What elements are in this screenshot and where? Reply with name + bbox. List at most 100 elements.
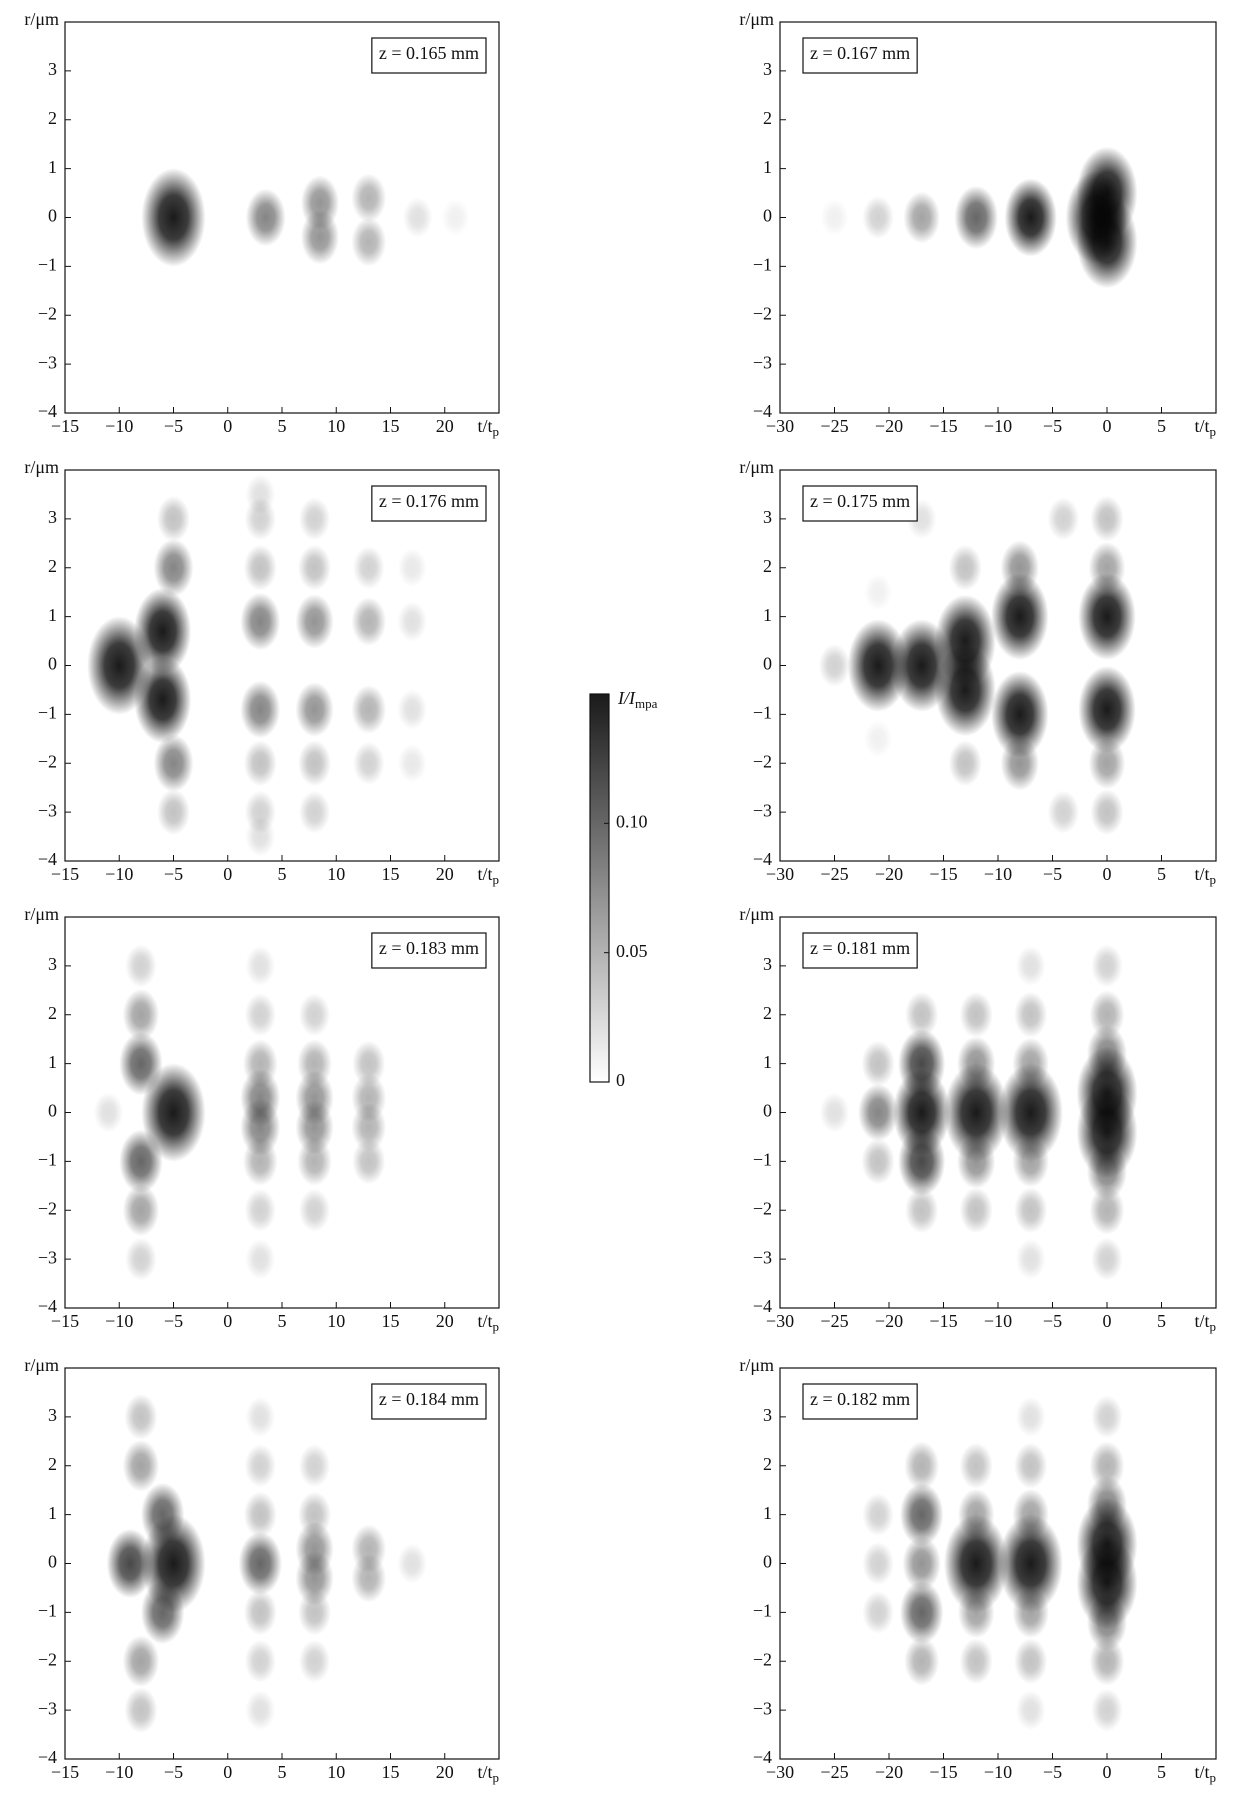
panel: −15−10−505101520−4−3−2−10123r/μmt/tpz = …: [24, 1355, 499, 1785]
x-tick-label: −20: [875, 864, 903, 884]
x-axis-label-sub: p: [493, 424, 500, 439]
intensity-spot: [123, 989, 159, 1041]
y-tick-label: 2: [763, 556, 772, 576]
x-axis-label-sub: p: [1210, 1770, 1217, 1785]
y-axis-label: r/μm: [24, 904, 59, 924]
intensity-spot: [442, 199, 470, 236]
y-tick-label: −4: [753, 1296, 772, 1316]
x-tick-label: 5: [1157, 864, 1166, 884]
y-axis-label: r/μm: [24, 457, 59, 477]
intensity-spot: [957, 1134, 995, 1189]
x-axis-label-sub: p: [493, 1770, 500, 1785]
intensity-spot: [123, 1184, 159, 1236]
y-tick-label: −2: [753, 1649, 772, 1669]
x-tick-label: −10: [984, 416, 1012, 436]
x-tick-label: −10: [984, 864, 1012, 884]
x-tick-label: −5: [164, 1762, 183, 1782]
intensity-spot: [903, 192, 940, 244]
intensity-spot: [858, 1084, 898, 1142]
intensity-spot: [244, 1589, 277, 1635]
heatmap: [819, 496, 1136, 835]
y-tick-label: −4: [38, 849, 57, 869]
intensity-spot: [297, 1137, 332, 1186]
intensity-spot: [246, 189, 286, 247]
y-axis-label: r/μm: [739, 9, 774, 29]
x-tick-label: −5: [1043, 1311, 1062, 1331]
x-tick-label: −5: [164, 864, 183, 884]
intensity-spot: [905, 992, 938, 1038]
x-tick-label: −10: [105, 416, 133, 436]
y-tick-label: −2: [38, 1198, 57, 1218]
intensity-spot: [1005, 178, 1057, 256]
y-tick-label: −4: [753, 849, 772, 869]
x-tick-label: 5: [1157, 1311, 1166, 1331]
panel: −30−25−20−15−10−505−4−3−2−10123r/μmt/tpz…: [739, 9, 1216, 439]
intensity-spot: [352, 1138, 385, 1184]
x-tick-label: 15: [382, 864, 400, 884]
intensity-spot: [1090, 496, 1123, 542]
intensity-spot: [397, 689, 427, 729]
x-tick-label: −25: [820, 1311, 848, 1331]
x-axis-label-sub: p: [493, 872, 500, 887]
x-tick-label: 5: [1157, 416, 1166, 436]
y-tick-label: 3: [48, 954, 57, 974]
intensity-spot: [1089, 737, 1126, 789]
y-tick-label: 3: [48, 1405, 57, 1425]
heatmap: [820, 944, 1138, 1280]
x-tick-label: 0: [223, 1762, 232, 1782]
y-tick-label: −4: [38, 1747, 57, 1767]
y-tick-label: 0: [48, 1552, 57, 1572]
x-tick-label: −5: [1043, 864, 1062, 884]
intensity-spot: [239, 1532, 282, 1596]
y-tick-label: 3: [48, 59, 57, 79]
x-tick-label: −15: [929, 1762, 957, 1782]
intensity-spot: [960, 1638, 993, 1684]
x-tick-label: 0: [1103, 864, 1112, 884]
heatmap: [141, 168, 469, 267]
intensity-spot: [398, 548, 427, 587]
intensity-spot: [245, 993, 276, 1036]
y-tick-label: 0: [48, 1101, 57, 1121]
intensity-spot: [1012, 1586, 1049, 1638]
intensity-spot: [949, 545, 982, 591]
x-tick-label: 10: [327, 864, 345, 884]
y-tick-label: −1: [38, 703, 57, 723]
x-tick-label: −5: [164, 1311, 183, 1331]
intensity-spot: [954, 186, 998, 250]
intensity-spot: [245, 1444, 276, 1487]
annotation: z = 0.181 mm: [810, 938, 910, 958]
y-tick-label: −4: [753, 1747, 772, 1767]
annotation: z = 0.184 mm: [379, 1389, 479, 1409]
y-tick-label: −2: [38, 1649, 57, 1669]
intensity-spot: [1001, 540, 1039, 595]
x-tick-label: −15: [929, 1311, 957, 1331]
intensity-spot: [1001, 736, 1039, 791]
y-tick-label: 2: [763, 1003, 772, 1023]
intensity-spot: [900, 1483, 944, 1547]
y-tick-label: −2: [753, 303, 772, 323]
intensity-spot: [1012, 1489, 1049, 1541]
intensity-spot: [1090, 990, 1125, 1039]
y-tick-label: 1: [48, 1052, 57, 1072]
y-tick-label: −3: [753, 1247, 772, 1267]
y-tick-label: −3: [38, 1698, 57, 1718]
y-tick-label: −4: [38, 1296, 57, 1316]
y-tick-label: 2: [48, 1003, 57, 1023]
x-axis-label: t/tp: [477, 864, 499, 887]
x-tick-label: 20: [436, 1762, 454, 1782]
x-tick-label: −10: [984, 1762, 1012, 1782]
intensity-spot: [124, 1687, 157, 1733]
annotation: z = 0.165 mm: [379, 43, 479, 63]
x-axis-label-main: t/t: [477, 864, 492, 884]
y-tick-label: −1: [753, 255, 772, 275]
intensity-spot: [1014, 1187, 1047, 1233]
intensity-spot: [351, 174, 386, 223]
y-tick-label: −2: [38, 303, 57, 323]
x-axis-label-main: t/t: [1194, 864, 1209, 884]
x-axis-label-main: t/t: [477, 1762, 492, 1782]
y-tick-label: 0: [763, 654, 772, 674]
x-tick-label: 0: [1103, 1762, 1112, 1782]
intensity-spot: [1014, 1443, 1047, 1489]
intensity-spot: [1014, 992, 1047, 1038]
